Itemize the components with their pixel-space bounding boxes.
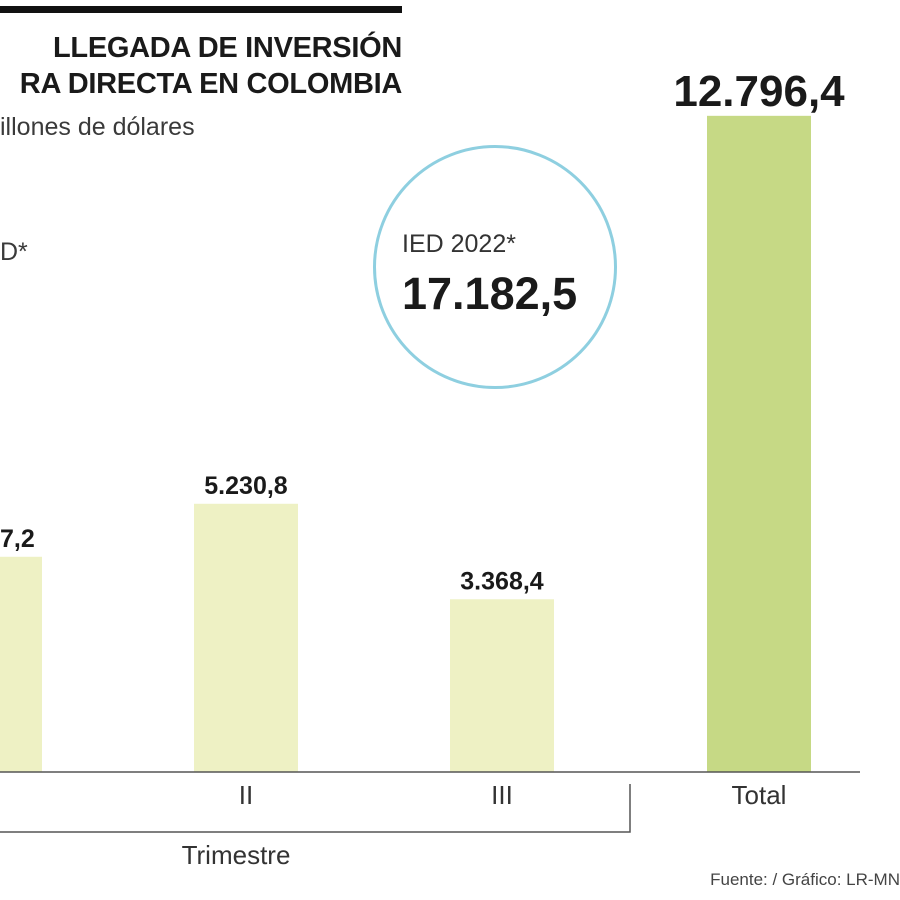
chart-title-line-1: LLEGADA DE INVERSIÓN <box>52 32 402 64</box>
value-label-2: 5.230,8 <box>204 472 288 500</box>
chart-title: LLEGADA DE INVERSIÓN RA DIRECTA EN COLOM… <box>0 30 402 102</box>
group-label: Trimestre <box>182 840 291 870</box>
unit-label: illones de dólares <box>0 113 195 141</box>
annual-total-circle <box>373 145 617 389</box>
value-label-1: 7,2 <box>0 525 35 553</box>
bar-4 <box>707 115 811 772</box>
bar-1 <box>0 556 42 772</box>
category-label-4: Total <box>732 780 787 810</box>
quarter-group-bracket <box>0 784 631 833</box>
value-label-4: 12.796,4 <box>673 67 845 116</box>
annual-total-value: 17.182,5 <box>402 268 578 319</box>
chart-title-line-2: RA DIRECTA EN COLOMBIA <box>19 68 402 100</box>
annual-total-label: IED 2022* <box>402 230 516 258</box>
source-note: Fuente: / Gráfico: LR-MN <box>710 870 900 889</box>
title-rule <box>0 6 402 13</box>
bar-2 <box>194 503 298 772</box>
value-label-3: 3.368,4 <box>460 567 544 595</box>
category-label-3: III <box>491 780 513 810</box>
category-label-2: II <box>239 780 253 810</box>
legend-label: D* <box>0 238 28 266</box>
bar-3 <box>450 599 554 772</box>
